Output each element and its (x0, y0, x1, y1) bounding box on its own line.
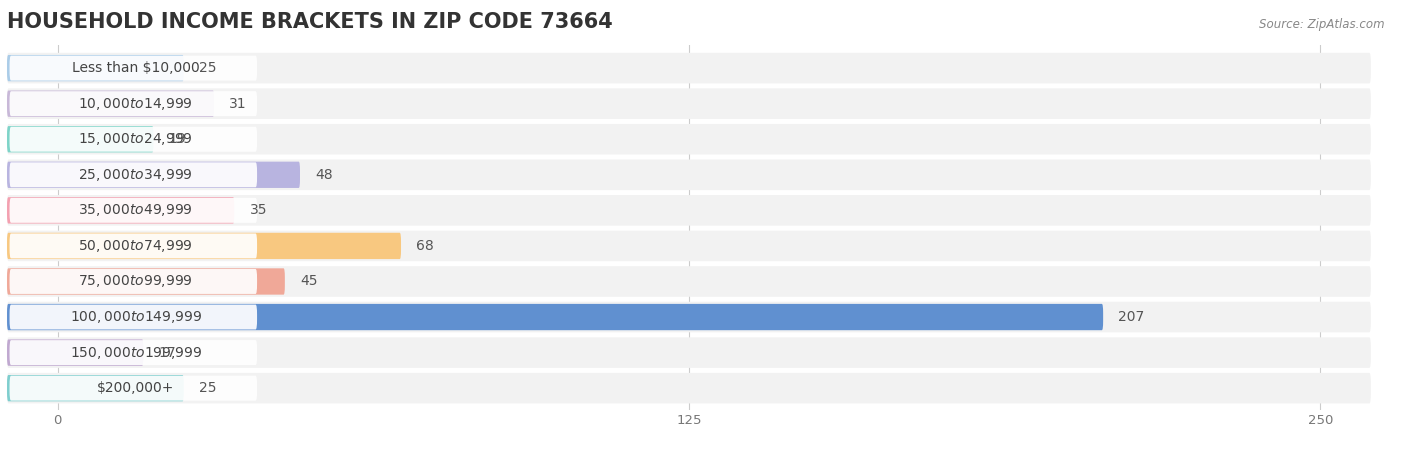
Text: 25: 25 (200, 381, 217, 395)
FancyBboxPatch shape (7, 126, 153, 153)
Text: 17: 17 (159, 346, 176, 360)
FancyBboxPatch shape (7, 55, 184, 81)
FancyBboxPatch shape (10, 234, 257, 258)
Text: 45: 45 (299, 274, 318, 288)
Text: Less than $10,000: Less than $10,000 (72, 61, 200, 75)
FancyBboxPatch shape (10, 269, 257, 294)
FancyBboxPatch shape (7, 373, 1371, 404)
Text: $25,000 to $34,999: $25,000 to $34,999 (79, 167, 193, 183)
FancyBboxPatch shape (7, 124, 1371, 154)
FancyBboxPatch shape (7, 233, 401, 259)
FancyBboxPatch shape (10, 127, 257, 152)
Text: $35,000 to $49,999: $35,000 to $49,999 (79, 202, 193, 218)
Text: $10,000 to $14,999: $10,000 to $14,999 (79, 96, 193, 112)
FancyBboxPatch shape (7, 268, 285, 295)
FancyBboxPatch shape (10, 198, 257, 223)
FancyBboxPatch shape (10, 376, 257, 400)
FancyBboxPatch shape (7, 231, 1371, 261)
FancyBboxPatch shape (10, 56, 257, 81)
Text: $15,000 to $24,999: $15,000 to $24,999 (79, 131, 193, 147)
Text: 19: 19 (169, 132, 187, 146)
FancyBboxPatch shape (7, 159, 1371, 190)
FancyBboxPatch shape (7, 339, 143, 366)
Text: 48: 48 (315, 168, 333, 182)
Text: 25: 25 (200, 61, 217, 75)
FancyBboxPatch shape (10, 162, 257, 187)
FancyBboxPatch shape (7, 195, 1371, 225)
Text: 31: 31 (229, 97, 247, 111)
Text: 207: 207 (1118, 310, 1144, 324)
FancyBboxPatch shape (10, 91, 257, 116)
Text: Source: ZipAtlas.com: Source: ZipAtlas.com (1260, 18, 1385, 31)
Text: $50,000 to $74,999: $50,000 to $74,999 (79, 238, 193, 254)
FancyBboxPatch shape (7, 162, 299, 188)
FancyBboxPatch shape (10, 305, 257, 329)
FancyBboxPatch shape (7, 375, 184, 401)
Text: 68: 68 (416, 239, 434, 253)
FancyBboxPatch shape (10, 340, 257, 365)
FancyBboxPatch shape (7, 338, 1371, 368)
FancyBboxPatch shape (7, 90, 214, 117)
Text: 35: 35 (249, 203, 267, 217)
FancyBboxPatch shape (7, 53, 1371, 83)
FancyBboxPatch shape (7, 302, 1371, 333)
Text: $150,000 to $199,999: $150,000 to $199,999 (70, 345, 202, 360)
Text: $100,000 to $149,999: $100,000 to $149,999 (70, 309, 202, 325)
FancyBboxPatch shape (7, 304, 1104, 330)
FancyBboxPatch shape (7, 88, 1371, 119)
FancyBboxPatch shape (7, 266, 1371, 297)
Text: $200,000+: $200,000+ (97, 381, 174, 395)
Text: HOUSEHOLD INCOME BRACKETS IN ZIP CODE 73664: HOUSEHOLD INCOME BRACKETS IN ZIP CODE 73… (7, 12, 613, 32)
FancyBboxPatch shape (7, 197, 235, 224)
Text: $75,000 to $99,999: $75,000 to $99,999 (79, 274, 193, 289)
